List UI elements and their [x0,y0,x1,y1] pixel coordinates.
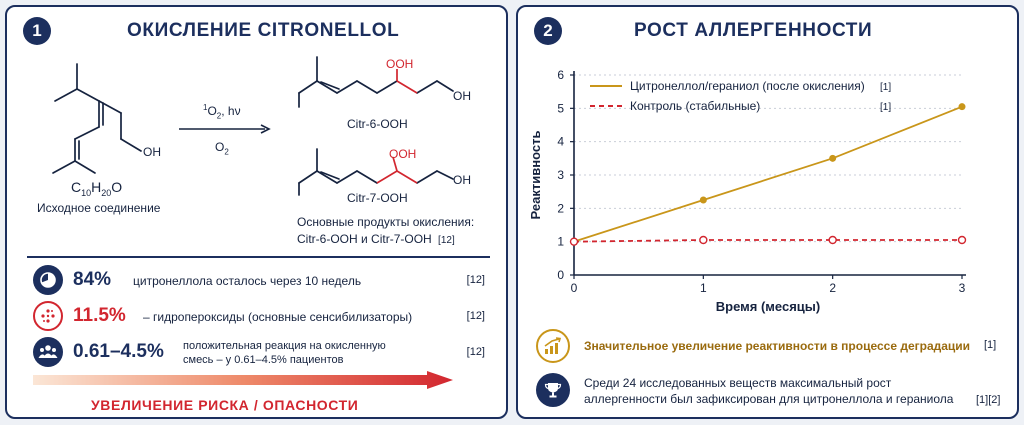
y-tick-label: 5 [557,101,564,115]
x-tick-label: 3 [959,281,966,295]
products-caption-line2: Citr-6-OOH и Citr-7-OOH [12] [297,232,455,246]
ooh-label: OOH [389,147,417,161]
stat-row: 0.61–4.5% положительная реакция на окисл… [33,337,493,373]
pie-chart-icon [33,265,63,295]
reference: [12] [466,310,485,322]
reaction-reagent-bottom: O2 [215,140,229,157]
legend-label: Контроль (стабильные) [630,99,760,113]
reaction-reagent-top: 1O2, hν [203,103,241,121]
data-point-1 [569,237,579,246]
products-caption-line1: Основные продукты окисления: [297,215,475,229]
reaction-arrow [179,124,271,134]
legend-reference: [1] [880,82,891,93]
risk-label: УВЕЛИЧЕНИЕ РИСКА / ОПАСНОСТИ [91,397,359,413]
legend-reference: [1] [880,102,891,113]
ooh-label: OOH [386,57,414,71]
x-tick-label: 2 [829,281,836,295]
y-tick-label: 3 [557,168,564,182]
stat-description: положительная реакция на окисленную смес… [183,340,386,366]
citronellol-structure [52,63,142,174]
trophy-icon [536,373,570,407]
panel-title: РОСТ АЛЛЕРГЕННОСТИ [634,20,873,41]
data-point-0 [699,196,707,204]
stat-description: цитронеллола осталось через 10 недель [133,274,362,288]
product-name: Citr-6-OOH [347,117,408,131]
citr-7-ooh-structure [298,148,454,196]
y-tick-label: 1 [557,235,564,249]
y-axis-label: Реактивность [528,131,543,220]
panel-number-badge: 1 [23,17,51,45]
section-divider [27,256,490,258]
reference: [1][2] [976,394,1001,406]
molecular-formula: C10H20O [71,179,123,198]
oxidation-panel: 1 ОКИСЛЕНИЕ CITRONELLOL OH C10H20O Исход… [5,5,508,419]
panel-number-badge: 2 [534,17,562,45]
data-point-0 [958,103,966,111]
reference: [12] [466,274,485,286]
stat-value: 11.5% [73,305,126,326]
product-name: Citr-7-OOH [347,191,408,205]
reference: [1] [984,339,997,351]
reactivity-line-chart: 0 1 2 3 4 5 6 0 1 2 3 Время (месяцы) Реактивность Цит… [528,68,967,314]
allergenicity-panel: 2 РОСТ АЛЛЕРГЕННОСТИ 0 1 2 3 4 5 6 0 1 2 3 Время (м… [516,5,1019,419]
molecule-dots-icon [33,301,63,331]
reference: [12] [466,346,485,358]
x-tick-label: 1 [700,281,707,295]
oh-label: OH [453,89,471,103]
callout: Среди 24 исследованных веществ максималь… [536,373,1001,413]
callout-text: Среди 24 исследованных веществ максималь… [584,376,954,406]
x-tick-label: 0 [571,281,578,295]
y-tick-label: 2 [557,201,564,215]
data-point-0 [829,154,837,162]
start-compound-caption: Исходное соединение [37,201,161,215]
stat-value: 84% [73,269,112,290]
reference: [12] [438,235,455,246]
oh-label: OH [453,173,471,187]
stat-description: – гидропероксиды (основные сенсибилизато… [143,310,413,324]
people-icon [33,337,63,367]
data-point-1 [957,235,967,245]
data-point-1 [828,235,837,245]
y-tick-label: 4 [557,135,564,149]
legend-label: Цитронеллол/гераниол (после окисления) [630,79,865,93]
risk-arrow [33,371,453,389]
panel-title: ОКИСЛЕНИЕ CITRONELLOL [127,20,400,41]
series-line-1 [573,239,962,243]
y-tick-label: 0 [557,268,564,282]
stat-row: 11.5% – гидропероксиды (основные сенсиби… [33,301,493,337]
stat-value: 0.61–4.5% [73,341,164,362]
citr-6-ooh-structure [298,56,454,108]
callout: Значительное увеличение реактивности в п… [536,329,1001,365]
y-tick-label: 6 [557,68,564,82]
callout-text: Значительное увеличение реактивности в п… [584,339,971,353]
series-line-0 [573,105,963,243]
data-point-1 [699,235,708,245]
stat-row: 84% цитронеллола осталось через 10 недел… [33,265,493,301]
growth-chart-icon [536,329,570,363]
oh-label: OH [143,145,161,159]
x-axis-label: Время (месяцы) [716,299,820,314]
